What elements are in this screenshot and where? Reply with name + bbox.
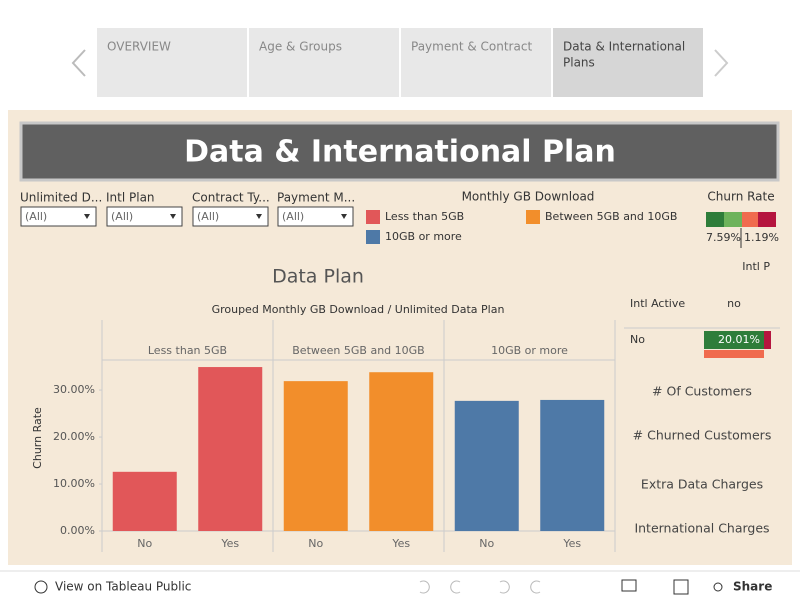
y-axis-label: Churn Rate [31,407,44,469]
y-tick-label: 0.00% [60,524,95,537]
dropdown-arrow [256,214,262,219]
x-tick-label: Yes [391,537,410,550]
filter-dropdown[interactable] [192,206,269,227]
x-tick-label: No [308,537,323,550]
x-tick-label: Yes [562,537,581,550]
churn-title: Churn Rate [707,190,774,204]
tableau-icon [34,580,48,594]
table-cell [704,350,764,358]
color-step [758,212,776,227]
toolbar-icons[interactable] [419,580,541,594]
color-step [724,212,742,227]
bar [540,399,605,531]
chart-subtitle: Grouped Monthly GB Download / Unlimited … [212,303,505,316]
legend-label: Between 5GB and 10GB [545,210,677,223]
y-tick-label: 10.00% [53,477,95,490]
legend-label: Less than 5GB [385,210,464,223]
x-tick-label: No [479,537,494,550]
kpi-label: # Of Customers [652,384,752,399]
table-cell [704,331,764,349]
tab-label: Data & International [563,40,685,54]
filter-dropdown[interactable] [20,206,97,227]
legend-swatch [526,210,540,224]
tab-label: Age & Groups [259,40,342,54]
bar [283,381,348,531]
chart-title: Data Plan [272,266,364,288]
table-column: Intl Active [630,297,685,310]
legend-title: Monthly GB Download [462,190,595,204]
dropdown-arrow [84,214,90,219]
table-row: No [630,333,645,346]
x-tick-label: Yes [220,537,239,550]
fullscreen-icon[interactable] [673,579,689,595]
tab-label: Payment & Contract [411,40,532,54]
color-step [706,212,724,227]
y-tick-label: 30.00% [53,383,95,396]
filter-value: (All) [111,210,133,223]
tab-label: Plans [563,56,595,70]
filter-value: (All) [25,210,47,223]
x-tick-label: No [137,537,152,550]
filter-value: (All) [282,210,304,223]
churn-min: 7.59% [706,231,741,244]
filter-label: Payment M... [277,191,355,205]
share-button[interactable]: Share [733,580,772,594]
intl-header: Intl P [742,260,770,273]
tab[interactable] [249,28,399,97]
dropdown-arrow [341,214,347,219]
legend-swatch [366,210,380,224]
kpi-label: # Churned Customers [633,428,772,443]
prev-arrow[interactable] [71,49,86,77]
filter-dropdown[interactable] [106,206,183,227]
filter-dropdown[interactable] [277,206,354,227]
filter-label: Contract Ty... [192,191,270,205]
filter-label: Intl Plan [106,191,155,205]
bar [454,400,519,531]
download-icon[interactable] [621,579,637,592]
dashboard-title: Data & International Plan [184,135,616,170]
share-icon[interactable] [713,582,723,592]
bar [369,372,434,531]
dropdown-arrow [170,214,176,219]
tab[interactable] [401,28,551,97]
group-header: Less than 5GB [148,344,227,357]
table-value: 20.01% [718,333,760,346]
filter-label: Unlimited D... [20,191,102,205]
bar [112,471,177,531]
legend-swatch [366,230,380,244]
next-arrow[interactable] [714,49,729,77]
churn-max: 1.19% [744,231,779,244]
group-header: 10GB or more [491,344,568,357]
color-step [742,212,758,227]
y-tick-label: 20.00% [53,430,95,443]
tab-active[interactable] [553,28,703,97]
title-bar [19,121,780,182]
kpi-label: International Charges [634,521,769,536]
filter-value: (All) [197,210,219,223]
group-header: Between 5GB and 10GB [292,344,424,357]
legend-label: 10GB or more [385,230,462,243]
table-cell [764,331,771,349]
bar [198,367,263,531]
view-link[interactable]: View on Tableau Public [55,580,191,594]
kpi-label: Extra Data Charges [641,477,763,492]
tab-label: OVERVIEW [107,40,171,54]
table-subcolumn: no [727,297,741,310]
tab[interactable] [97,28,247,97]
